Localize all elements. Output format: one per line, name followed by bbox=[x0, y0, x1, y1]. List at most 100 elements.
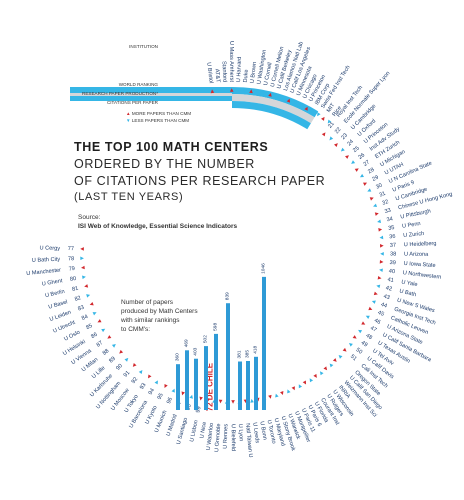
institution-label-top: U Washington bbox=[256, 49, 267, 84]
institution-label-left: U Berlin bbox=[45, 289, 66, 299]
rank-arrow-icon bbox=[84, 284, 89, 288]
rank-arrow-icon bbox=[298, 384, 303, 389]
bar-caption-line: Number of papers bbox=[121, 299, 174, 306]
rank-arrow-icon bbox=[379, 260, 384, 264]
header-band-cyan bbox=[70, 87, 232, 93]
rank-arrow-icon bbox=[317, 112, 321, 117]
rank-arrow-icon bbox=[361, 321, 366, 325]
rank-number: 37 bbox=[390, 243, 396, 249]
rank-number: 93 bbox=[139, 382, 147, 391]
institution-label-left: U Madrid bbox=[166, 414, 179, 437]
rank-arrow-icon bbox=[231, 400, 235, 404]
institution-label-left: U Manchester bbox=[26, 267, 61, 277]
paper-count-bar bbox=[246, 361, 250, 410]
institution-label-right: U Zurich bbox=[403, 231, 425, 239]
rank-arrow-icon bbox=[376, 284, 381, 289]
institution-label-bottom: U Bielefeld bbox=[230, 424, 236, 451]
rank-number: 28 bbox=[367, 167, 375, 175]
rank-arrow-icon bbox=[345, 155, 349, 159]
rank-number: 82 bbox=[74, 295, 82, 303]
paper-count-bar bbox=[176, 364, 180, 410]
institution-label-top: U Mass Amherst bbox=[228, 41, 234, 82]
rank-number: 87 bbox=[96, 340, 105, 348]
paper-count-bar bbox=[226, 303, 230, 410]
rank-arrow-icon bbox=[351, 160, 356, 164]
rank-arrow-icon bbox=[367, 188, 372, 192]
rank-number: 31 bbox=[379, 191, 387, 199]
rank-arrow-icon bbox=[286, 98, 291, 103]
rank-number: 88 bbox=[102, 348, 111, 357]
rank-arrow-icon bbox=[81, 265, 85, 270]
rank-number: 81 bbox=[72, 286, 79, 293]
institution-label-top: AT&T bbox=[213, 69, 220, 84]
institution-label-right: U Bath bbox=[399, 289, 417, 299]
citations-header: CITATIONS PER PAPER bbox=[106, 100, 158, 105]
rank-arrow-icon bbox=[309, 378, 314, 383]
institution-label-right: U Pittsburgh bbox=[400, 208, 431, 220]
rank-arrow-icon bbox=[368, 306, 373, 311]
bar-value-label: 1046 bbox=[261, 263, 267, 274]
institution-label-top: U Harvard bbox=[236, 57, 243, 83]
institution-label-left: U Kyoto bbox=[144, 405, 158, 425]
rank-arrow-icon bbox=[199, 396, 203, 401]
rank-arrow-icon bbox=[138, 370, 143, 375]
cmm-label: 72 DE CHILE bbox=[205, 362, 214, 411]
rank-arrow-icon bbox=[379, 268, 383, 273]
rank-arrow-icon bbox=[327, 119, 332, 124]
rank-arrow-icon bbox=[359, 173, 364, 178]
rank-arrow-icon bbox=[354, 168, 359, 172]
rank-arrow-icon bbox=[124, 357, 129, 362]
rank-arrow-icon bbox=[132, 363, 137, 367]
rank-number: 35 bbox=[388, 225, 395, 232]
rank-number: 95 bbox=[157, 392, 165, 400]
rank-arrow-icon bbox=[280, 391, 284, 396]
rank-arrow-icon bbox=[334, 143, 338, 148]
rank-arrow-icon bbox=[329, 136, 334, 141]
rank-number: 92 bbox=[131, 376, 140, 385]
institution-label-top: Rice bbox=[332, 105, 344, 118]
rank-number: 96 bbox=[166, 397, 174, 405]
rank-number: 40 bbox=[388, 268, 395, 275]
rank-number: 33 bbox=[384, 208, 392, 215]
institution-label-bottom: U Nice bbox=[199, 421, 208, 439]
bar-caption-line: to CMM's: bbox=[121, 326, 151, 333]
institution-label-top: U Brown bbox=[250, 62, 258, 84]
rank-number: 34 bbox=[386, 216, 393, 223]
rank-number: 90 bbox=[115, 363, 124, 372]
rank-arrow-icon bbox=[250, 398, 254, 403]
rank-number: 84 bbox=[81, 314, 89, 322]
rank-arrow-icon bbox=[111, 344, 116, 348]
rank-arrow-icon bbox=[281, 95, 286, 100]
paper-count-bar bbox=[194, 358, 198, 410]
rank-arrow-icon bbox=[268, 394, 272, 399]
rank-number: 50 bbox=[355, 347, 364, 356]
paper-count-bar bbox=[204, 346, 208, 410]
rank-arrow-icon bbox=[377, 275, 382, 280]
rank-number: 77 bbox=[68, 246, 74, 252]
header-band-cyan bbox=[70, 96, 232, 101]
institution-label-left: U Bath City bbox=[32, 257, 61, 264]
rank-arrow-icon bbox=[379, 235, 384, 240]
institution-label-bottom: U Bonn bbox=[258, 421, 267, 440]
legend-less-label: LESS PAPERS THAN CMM bbox=[131, 118, 190, 123]
rank-arrow-icon bbox=[369, 197, 374, 201]
rank-number: 86 bbox=[90, 332, 98, 340]
rank-number: 94 bbox=[148, 388, 156, 396]
title-line-2: ORDERED BY THE NUMBER bbox=[74, 157, 255, 171]
rank-arrow-icon bbox=[80, 247, 84, 251]
cyan-arrow-icon: ▼ bbox=[126, 118, 131, 123]
rank-number: 45 bbox=[377, 310, 385, 318]
rank-arrow-icon bbox=[332, 358, 337, 362]
rank-arrow-icon bbox=[373, 291, 378, 296]
institution-label-top: Stanford bbox=[221, 61, 228, 82]
rank-arrow-icon bbox=[275, 94, 279, 99]
rank-number: 98 bbox=[185, 404, 192, 412]
rank-arrow-icon bbox=[97, 319, 102, 323]
rank-number: 27 bbox=[363, 159, 372, 167]
rank-arrow-icon bbox=[311, 108, 315, 113]
institution-label-right: U Iowa State bbox=[403, 261, 435, 269]
rank-arrow-icon bbox=[262, 91, 267, 95]
source-label: Source: bbox=[78, 214, 101, 221]
